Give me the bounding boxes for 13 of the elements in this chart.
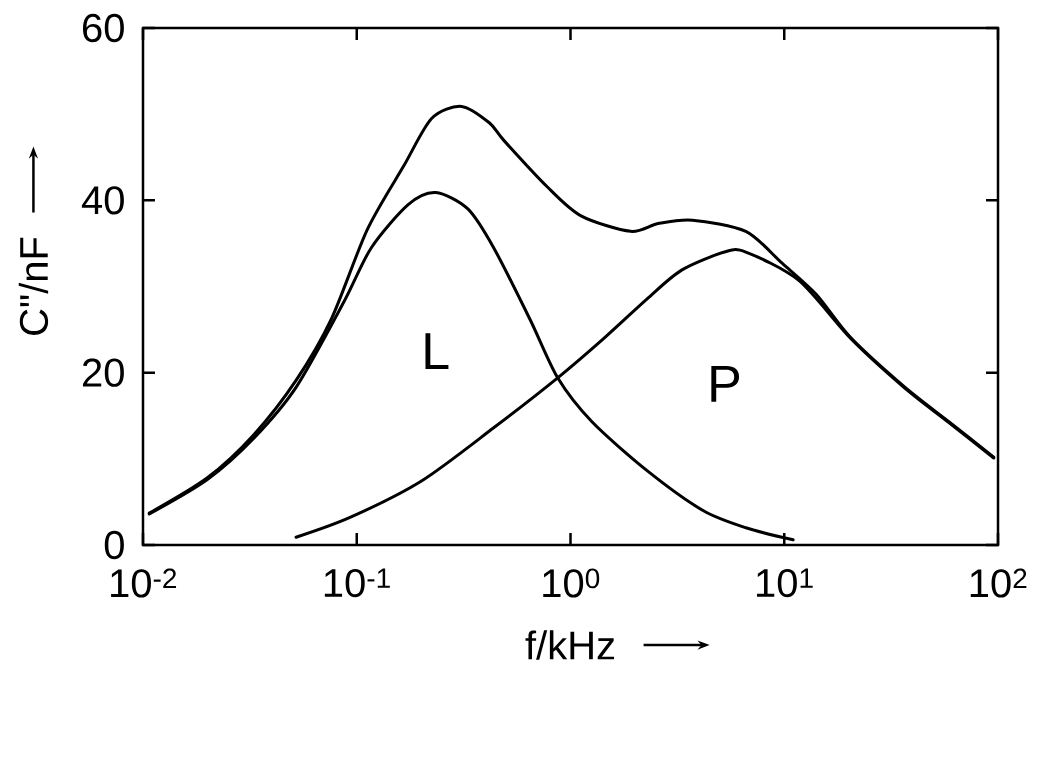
x-tick-label: 10$^{-1}$: [324, 568, 390, 598]
x-tick-label: 10$^{-2}$: [111, 568, 177, 598]
y-axis-title: C"/nF: [18, 237, 49, 335]
y-tick-label: 0: [104, 530, 124, 560]
series-label: L: [425, 333, 449, 370]
y-tick-label: 40: [81, 186, 124, 215]
y-tick-label: 60: [83, 13, 124, 43]
x-axis-title: f/kHz: [525, 630, 615, 660]
x-tick-label: 10$^{2}$: [970, 568, 1027, 598]
series-label: P: [711, 365, 740, 402]
y-tick-label: 20: [82, 358, 124, 387]
x-tick-label: 10$^{1}$: [757, 568, 813, 598]
x-tick-label: 10$^{0}$: [543, 568, 600, 598]
